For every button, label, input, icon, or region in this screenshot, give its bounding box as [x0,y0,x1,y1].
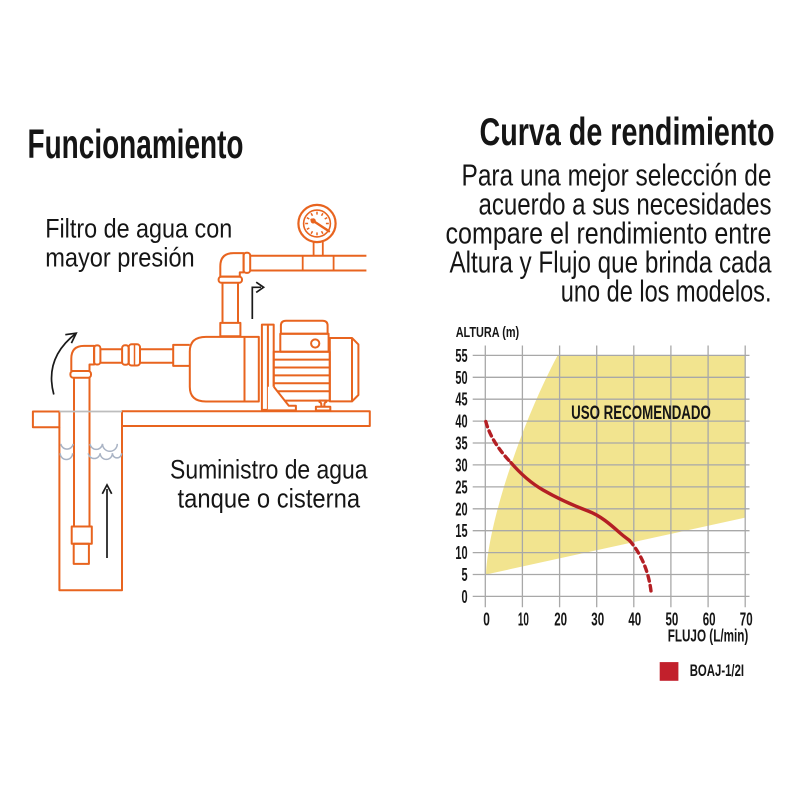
svg-text:25: 25 [455,477,467,497]
svg-text:10: 10 [455,543,467,563]
svg-text:0: 0 [462,587,468,607]
svg-text:40: 40 [628,608,641,629]
svg-text:Funcionamiento: Funcionamiento [28,121,244,167]
svg-text:tanque o cisterna: tanque o cisterna [178,484,361,514]
svg-text:55: 55 [455,346,467,366]
svg-text:0: 0 [483,608,490,629]
svg-text:ALTURA (m): ALTURA (m) [456,325,520,341]
svg-text:USO RECOMENDADO: USO RECOMENDADO [571,402,711,424]
svg-text:compare el rendimiento entre: compare el rendimiento entre [446,216,772,250]
svg-text:acuerdo a sus necesidades: acuerdo a sus necesidades [479,188,772,222]
svg-text:60: 60 [703,608,716,629]
svg-text:5: 5 [462,565,468,585]
svg-text:70: 70 [740,608,753,629]
svg-text:10: 10 [518,608,529,629]
svg-text:20: 20 [554,608,567,629]
svg-text:30: 30 [455,455,467,475]
svg-text:15: 15 [455,521,467,541]
svg-text:45: 45 [455,390,467,410]
svg-text:35: 35 [455,434,467,454]
svg-text:50: 50 [455,368,467,388]
svg-text:Filtro de agua con: Filtro de agua con [45,214,232,244]
svg-text:40: 40 [455,412,467,432]
svg-text:FLUJO (L/min): FLUJO (L/min) [668,626,749,646]
svg-text:30: 30 [591,608,604,629]
svg-text:Para una mejor selección de: Para una mejor selección de [462,159,772,193]
svg-text:uno de los modelos.: uno de los modelos. [561,275,772,309]
svg-text:Curva de rendimiento: Curva de rendimiento [480,111,775,154]
svg-text:20: 20 [455,499,467,519]
svg-text:50: 50 [666,608,679,629]
svg-text:mayor presión: mayor presión [45,242,195,272]
svg-text:BOAJ-1/2I: BOAJ-1/2I [690,661,744,680]
svg-text:Altura y Flujo que brinda cada: Altura y Flujo que brinda cada [450,245,772,279]
svg-text:Suministro de agua: Suministro de agua [170,455,368,485]
